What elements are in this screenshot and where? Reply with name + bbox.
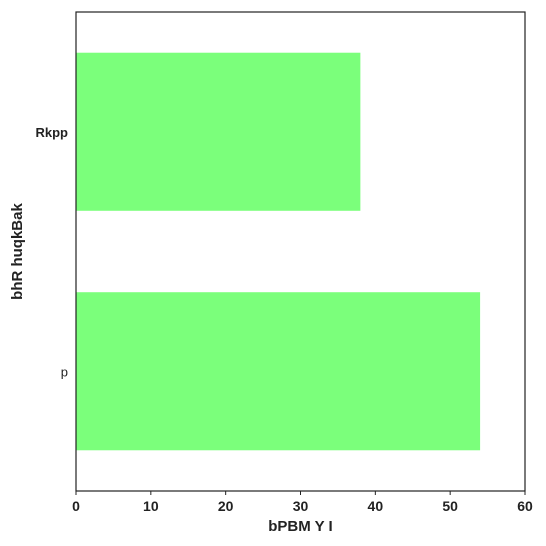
x-tick-label-40: 40 bbox=[368, 498, 384, 514]
bar-rkpp bbox=[76, 52, 361, 211]
y-axis-title: bhR huqkBak bbox=[9, 203, 26, 300]
x-tick-label-60: 60 bbox=[517, 498, 533, 514]
y-axis-categories: Rkpp p bbox=[36, 125, 69, 380]
category-label-p: p bbox=[61, 364, 68, 379]
bars-group bbox=[76, 52, 481, 451]
x-tick-label-30: 30 bbox=[293, 498, 309, 514]
x-tick-label-0: 0 bbox=[72, 498, 80, 514]
x-tick-label-50: 50 bbox=[442, 498, 458, 514]
x-tick-label-20: 20 bbox=[218, 498, 234, 514]
bar-p bbox=[76, 292, 481, 451]
x-axis-title: bPBM Y I bbox=[268, 518, 332, 535]
x-axis-ticks: 0 10 20 30 40 50 60 bbox=[72, 491, 533, 514]
x-tick-label-10: 10 bbox=[143, 498, 159, 514]
category-label-rkpp: Rkpp bbox=[36, 125, 69, 140]
